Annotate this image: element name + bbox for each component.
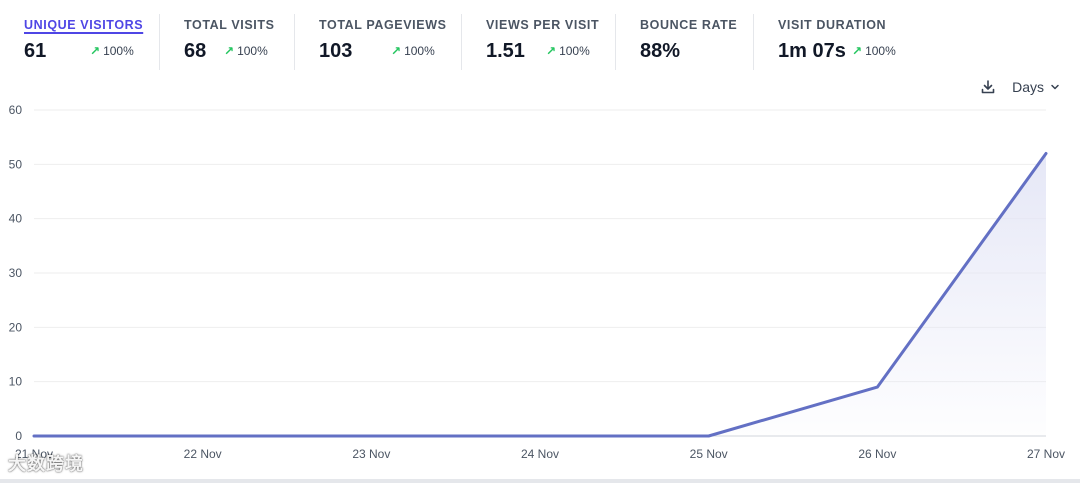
series-line: [32, 151, 1048, 438]
watermark: 大数跨境: [8, 454, 84, 474]
stat-label: VISIT DURATION: [778, 18, 887, 32]
x-tick-label: 22 Nov: [184, 447, 222, 461]
stat-change: ↗ 100%: [90, 44, 134, 58]
stat-bounce-rate[interactable]: BOUNCE RATE 88%: [640, 16, 740, 70]
stat-change-value: 100%: [237, 44, 268, 58]
data-point: [370, 435, 373, 438]
stat-views-per-visit[interactable]: VIEWS PER VISIT 1.51 ↗ 100%: [486, 16, 606, 70]
y-tick-label: 40: [9, 212, 23, 226]
data-point: [33, 435, 36, 438]
stat-value: 88%: [640, 40, 681, 62]
stat-total-pageviews[interactable]: TOTAL PAGEVIEWS 103 ↗ 100%: [319, 16, 449, 70]
x-tick-label: 26 Nov: [858, 447, 896, 461]
y-tick-label: 10: [9, 375, 23, 389]
trend-up-icon: ↗: [224, 44, 235, 58]
stat-value: 1m 07s: [778, 40, 846, 62]
y-tick-label: 0: [15, 429, 22, 443]
x-tick-label: 23 Nov: [352, 447, 390, 461]
x-tick-label: 24 Nov: [521, 447, 559, 461]
divider: [294, 14, 295, 70]
data-point: [707, 435, 710, 438]
divider: [461, 14, 462, 70]
stat-value: 103: [319, 40, 353, 62]
data-point: [876, 386, 879, 389]
stat-label: BOUNCE RATE: [640, 18, 738, 32]
trend-up-icon: ↗: [90, 44, 101, 58]
top-stats-bar: UNIQUE VISITORS 61 ↗ 100% TOTAL VISITS 68…: [0, 0, 1080, 80]
stat-value: 61: [24, 40, 47, 62]
y-tick-label: 50: [9, 157, 23, 171]
trend-up-icon: ↗: [391, 44, 402, 58]
stat-label: TOTAL PAGEVIEWS: [319, 18, 447, 32]
bottom-border: [0, 479, 1080, 483]
stat-unique-visitors[interactable]: UNIQUE VISITORS 61 ↗ 100%: [24, 16, 144, 70]
data-point: [539, 435, 542, 438]
stat-change-value: 100%: [404, 44, 435, 58]
stat-visit-duration[interactable]: VISIT DURATION 1m 07s ↗ 100%: [778, 16, 918, 70]
stat-change: ↗ 100%: [391, 44, 435, 58]
data-point: [1045, 152, 1048, 155]
divider: [159, 14, 160, 70]
chevron-down-icon: [1051, 84, 1059, 90]
divider: [615, 14, 616, 70]
stat-change: ↗ 100%: [546, 44, 590, 58]
x-tick-label: 27 Nov: [1027, 447, 1065, 461]
divider: [753, 14, 754, 70]
stat-value: 1.51: [486, 40, 525, 62]
x-tick-label: 21 Nov: [15, 447, 53, 461]
data-point: [201, 435, 204, 438]
stat-value: 68: [184, 40, 207, 62]
x-tick-label: 25 Nov: [690, 447, 728, 461]
stat-label: VIEWS PER VISIT: [486, 18, 600, 32]
interval-label: Days: [1012, 79, 1044, 95]
stat-change: ↗ 100%: [852, 44, 896, 58]
trend-up-icon: ↗: [546, 44, 557, 58]
stat-label: UNIQUE VISITORS: [24, 18, 144, 32]
stat-label: TOTAL VISITS: [184, 18, 275, 32]
y-tick-label: 30: [9, 266, 23, 280]
y-tick-label: 20: [9, 320, 23, 334]
stat-change-value: 100%: [559, 44, 590, 58]
download-icon[interactable]: [980, 79, 996, 95]
interval-dropdown[interactable]: Days: [1012, 79, 1060, 95]
series-area-fill: [34, 153, 1046, 436]
y-tick-label: 60: [9, 103, 23, 117]
chart-controls: Days: [980, 76, 1060, 98]
stat-change-value: 100%: [865, 44, 896, 58]
stat-change-value: 100%: [103, 44, 134, 58]
stat-total-visits[interactable]: TOTAL VISITS 68 ↗ 100%: [184, 16, 279, 70]
trend-up-icon: ↗: [852, 44, 863, 58]
stat-change: ↗ 100%: [224, 44, 268, 58]
visitors-chart: 0 10 20 30 40 50 60 21 Nov 22 Nov 23 Nov 24 Nov 25 …: [9, 103, 1065, 461]
